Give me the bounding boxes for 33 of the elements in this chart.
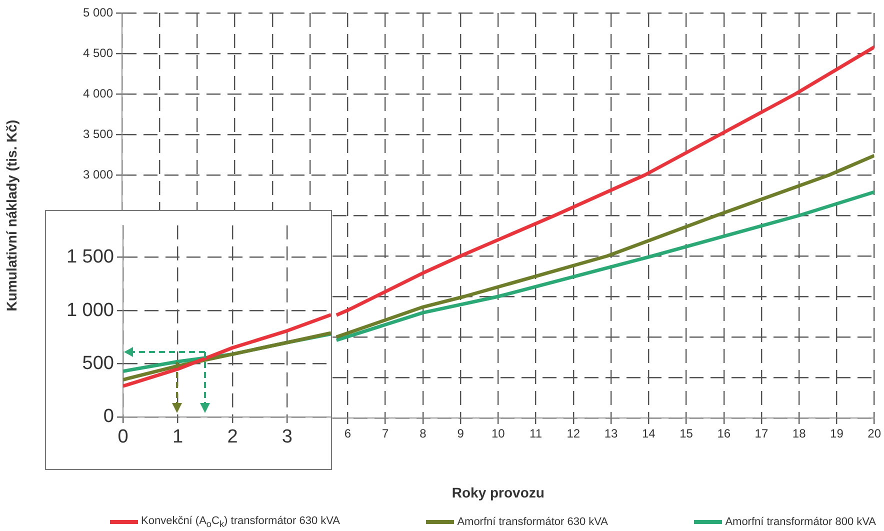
y-tick-label: 4 500 [82, 46, 114, 60]
y-tick-label: 1 000 [66, 300, 114, 321]
y-tick-label: 3 500 [82, 126, 114, 141]
legend-label: Amorfní transformátor 630 kVA [457, 516, 608, 528]
x-tick-label: 8 [420, 426, 427, 441]
x-tick-label: 13 [604, 426, 618, 441]
x-tick-label: 6 [344, 426, 352, 441]
x-tick-label: 19 [830, 426, 844, 441]
x-tick-label: 1 [172, 426, 184, 448]
x-tick-label: 18 [792, 426, 806, 441]
y-axis-title: Kumulativní náklady (tis. Kč) [3, 120, 20, 312]
y-tick-label: 3 000 [82, 167, 114, 182]
legend-label: Konvekční (A$_{o}$C$_{k}$) transformátor 630 kVA [141, 514, 340, 529]
y-tick-label: 5 000 [82, 5, 114, 20]
y-tick-label: 0 [103, 406, 114, 428]
x-tick-label: 15 [680, 426, 694, 441]
x-tick-label: 3 [282, 426, 292, 448]
x-tick-label: 9 [457, 426, 464, 441]
legend-label: Amorfní transformátor 800 kVA [725, 516, 876, 528]
y-tick-label: 4 000 [82, 86, 114, 100]
x-tick-label: 12 [566, 426, 580, 441]
x-tick-label: 11 [530, 426, 542, 441]
y-tick-label: 500 [82, 353, 114, 374]
x-tick-label: 0 [118, 426, 128, 448]
x-tick-label: 7 [382, 426, 389, 441]
x-tick-label: 14 [642, 426, 656, 441]
x-tick-label: 2 [227, 426, 238, 448]
x-tick-label: 16 [717, 426, 731, 441]
x-tick-label: 17 [754, 426, 768, 441]
x-tick-label: 20 [868, 426, 882, 441]
x-tick-label: 10 [491, 426, 506, 441]
y-tick-label: 1 500 [66, 246, 114, 268]
x-axis-title: Roky provozu [452, 484, 544, 500]
